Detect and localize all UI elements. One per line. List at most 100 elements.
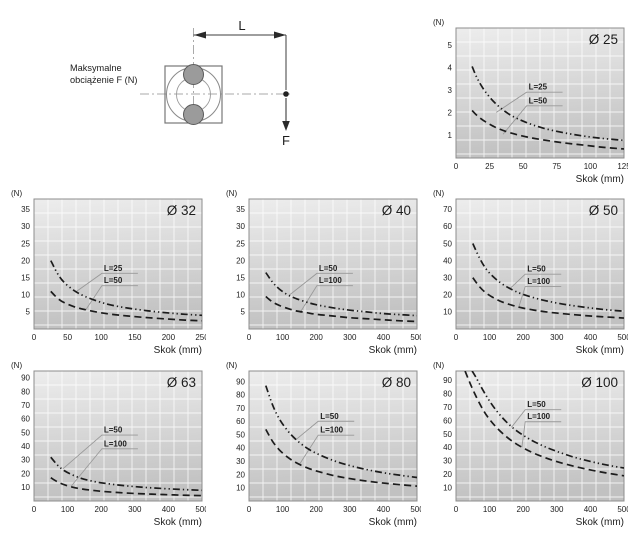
y-tick-label: 60: [236, 417, 245, 426]
y-tick-label: 40: [443, 256, 452, 265]
y-tick-label: 10: [443, 308, 452, 317]
y-tick-label: 90: [236, 377, 245, 386]
y-tick-label: 5: [241, 308, 246, 317]
y-tick-label: 70: [21, 401, 30, 410]
chart-diameter-80: L=50 L=100 Ø 80 (N) 10 20 30 40 50 60 70 80 90 0 100 20…: [221, 357, 421, 533]
chart-svg: L=50 L=100 Ø 63 (N) 10 20 30 40 50 60 70 80 90 0 100 20…: [11, 361, 206, 528]
x-tick-label: 0: [32, 333, 37, 342]
x-tick-label: 100: [95, 333, 109, 342]
chart-svg: L=50 L=100 Ø 40 (N) 5 10 15 20 25 30 35 0 100 200 300 4…: [226, 189, 421, 356]
y-axis-unit-label: (N): [226, 189, 237, 198]
x-axis-label: Skok (mm): [369, 345, 417, 356]
x-tick-label: 300: [550, 505, 564, 514]
y-tick-label: 60: [443, 222, 452, 231]
x-axis-label: Skok (mm): [576, 345, 624, 356]
y-tick-label: 5: [448, 41, 453, 50]
x-tick-label: 0: [454, 333, 459, 342]
chart-svg: L=25 L=50 Ø 32 (N) 5 10 15 20 25 30 35 0 50 100 150 200…: [11, 189, 206, 356]
x-axis-label: Skok (mm): [576, 517, 624, 528]
plot-border: [455, 27, 625, 159]
x-tick-label: 200: [95, 505, 109, 514]
load-point-dot: [283, 91, 289, 97]
dimension-label: L: [238, 18, 245, 33]
load-schematic: Maksymalne obciążenie F (N) L F: [70, 18, 292, 148]
y-tick-label: 30: [236, 457, 245, 466]
x-tick-label: 300: [128, 505, 142, 514]
y-tick-label: 70: [443, 403, 452, 412]
chart-svg: L=25L=50Ø 25(N)123450255075100125Skok (m…: [433, 18, 628, 185]
y-axis-unit-label: (N): [433, 18, 444, 27]
series-leader-line-1: [502, 105, 563, 135]
x-tick-label: 150: [128, 333, 142, 342]
x-tick-label: 400: [377, 505, 391, 514]
series-label-1: L=100: [319, 276, 342, 285]
x-tick-label: 500: [617, 505, 628, 514]
curve-l50: [265, 272, 417, 317]
curve-l100: [265, 428, 417, 487]
guide-rod-top-icon: [183, 64, 204, 85]
y-axis-unit-label: (N): [433, 361, 444, 370]
x-tick-label: 400: [584, 333, 598, 342]
x-axis-label: Skok (mm): [576, 174, 624, 185]
series-leader-line-0: [289, 272, 353, 296]
x-tick-label: 200: [310, 333, 324, 342]
series-label-1: L=100: [104, 439, 127, 448]
x-tick-label: 400: [377, 333, 391, 342]
x-tick-label: 50: [519, 162, 528, 171]
series-label-0: L=25: [104, 264, 123, 273]
chart-svg: L=50 L=100 Ø 80 (N) 10 20 30 40 50 60 70 80 90 0 100 20…: [226, 361, 421, 528]
x-tick-label: 125: [617, 162, 628, 171]
series-label-0: L=50: [527, 265, 546, 274]
y-tick-label: 20: [236, 256, 245, 265]
plot-border: [248, 198, 418, 330]
y-tick-label: 10: [236, 484, 245, 493]
plot-border: [455, 370, 625, 502]
x-tick-label: 0: [247, 505, 252, 514]
curve-l100: [464, 371, 624, 477]
y-tick-label: 35: [21, 205, 30, 214]
chart-title: Ø 100: [581, 375, 618, 390]
x-tick-label: 200: [517, 333, 531, 342]
y-tick-label: 50: [21, 428, 30, 437]
series-label-0: L=50: [320, 412, 339, 421]
y-tick-label: 40: [443, 443, 452, 452]
series-leader-line-0: [509, 273, 562, 290]
chart-diameter-63: L=50 L=100 Ø 63 (N) 10 20 30 40 50 60 70 80 90 0 100 20…: [6, 357, 206, 533]
series-label-1: L=50: [104, 276, 123, 285]
series-label-0: L=50: [104, 426, 123, 435]
y-axis-unit-label: (N): [11, 361, 22, 370]
y-tick-label: 35: [236, 205, 245, 214]
x-tick-label: 250: [195, 333, 206, 342]
x-tick-label: 50: [63, 333, 72, 342]
series-label-0: L=25: [529, 83, 548, 92]
curve-l100: [472, 277, 624, 319]
guide-rod-bottom-icon: [183, 104, 204, 125]
chart-svg: L=50 L=100 Ø 100 (N) 10 20 30 40 50 60 70 80 90 0 100 2…: [433, 361, 628, 528]
x-tick-label: 200: [162, 333, 176, 342]
series-leader-line-1: [85, 285, 138, 311]
y-tick-label: 2: [448, 109, 453, 118]
x-tick-label: 300: [550, 333, 564, 342]
plot-border: [455, 198, 625, 330]
chart-svg: L=50 L=100 Ø 50 (N) 10 20 30 40 50 60 70 0 100 200 300…: [433, 189, 628, 356]
series-leader-line-0: [496, 91, 563, 113]
y-tick-label: 15: [21, 273, 30, 282]
grid-lines: [34, 371, 202, 501]
y-tick-label: 15: [236, 273, 245, 282]
y-tick-label: 70: [443, 205, 452, 214]
y-axis-unit-label: (N): [433, 189, 444, 198]
chart-title: Ø 80: [382, 375, 411, 390]
y-tick-label: 60: [21, 415, 30, 424]
series-leader-line-1: [70, 448, 138, 487]
y-tick-label: 10: [236, 291, 245, 300]
y-tick-label: 70: [236, 404, 245, 413]
curve-l25: [50, 260, 202, 317]
x-tick-label: 0: [247, 333, 252, 342]
y-tick-label: 10: [21, 483, 30, 492]
x-tick-label: 400: [584, 505, 598, 514]
series-leader-line-0: [511, 409, 562, 428]
plot-border: [33, 370, 203, 502]
x-axis-label: Skok (mm): [154, 345, 202, 356]
y-tick-label: 1: [448, 131, 453, 140]
y-tick-label: 4: [448, 63, 453, 72]
